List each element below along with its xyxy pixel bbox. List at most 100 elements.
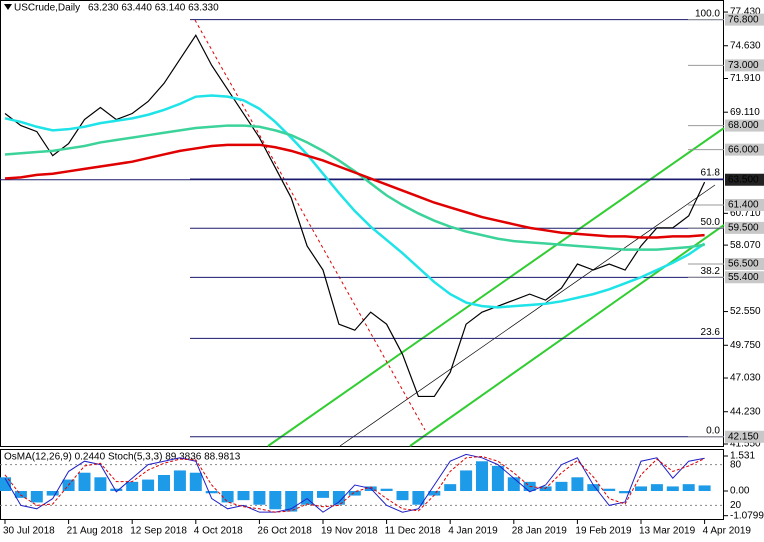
osma-bar bbox=[650, 484, 663, 491]
osma-bar bbox=[555, 481, 568, 491]
x-tick-label: 11 Dec 2018 bbox=[385, 526, 441, 537]
osma-bar bbox=[444, 484, 457, 491]
y-tick-label: 41.550 bbox=[730, 439, 761, 450]
x-tick-label: 19 Feb 2019 bbox=[575, 526, 632, 537]
osma-bar bbox=[348, 490, 361, 496]
level-label: 76.800 bbox=[728, 14, 759, 25]
osma-bar bbox=[619, 490, 632, 494]
y-tick-label: 1.531 bbox=[730, 451, 755, 462]
oscillator-panel bbox=[0, 449, 724, 520]
level-label: 61.400 bbox=[728, 200, 759, 211]
osma-bar bbox=[78, 472, 91, 491]
x-tick-label: 28 Jan 2019 bbox=[512, 526, 567, 537]
level-label: 55.400 bbox=[728, 272, 759, 283]
osma-bar bbox=[476, 461, 488, 491]
y2-tick-label: 80 bbox=[730, 459, 742, 470]
level-box bbox=[725, 143, 764, 156]
fib-label: 61.8 bbox=[701, 168, 721, 179]
y-tick-label: 77.430 bbox=[730, 7, 761, 18]
osma-bar bbox=[507, 477, 520, 491]
osma-bar bbox=[269, 490, 282, 510]
x-tick-label: 30 Jul 2018 bbox=[3, 526, 55, 537]
osma-bar bbox=[428, 490, 441, 496]
fib-label: 100.0 bbox=[695, 8, 720, 19]
osma-bar bbox=[412, 490, 425, 505]
osma-bar bbox=[126, 481, 139, 491]
level-box bbox=[725, 430, 764, 443]
level-box bbox=[725, 59, 764, 72]
series-line bbox=[4, 94, 706, 309]
level-box bbox=[725, 221, 764, 234]
level-box bbox=[725, 13, 764, 26]
y2-tick-label: 20 bbox=[730, 500, 742, 511]
level-label: 59.500 bbox=[728, 223, 759, 234]
series-line bbox=[4, 143, 705, 239]
x-tick-label: 26 Oct 2018 bbox=[257, 526, 312, 537]
y-tick-label: 74.630 bbox=[730, 40, 761, 51]
osma-bar bbox=[253, 490, 266, 505]
quote: 63.230 63.440 63.140 63.330 bbox=[88, 3, 219, 14]
osma-bar bbox=[332, 490, 345, 505]
y-tick-label: 49.750 bbox=[730, 340, 761, 351]
menu-icon bbox=[4, 4, 12, 10]
chart-title: USCrude,Daily bbox=[14, 3, 80, 14]
osma-bar bbox=[173, 470, 186, 491]
osma-bar bbox=[460, 470, 473, 491]
osma-bar bbox=[94, 477, 107, 491]
osma-bar bbox=[0, 477, 11, 491]
level-label: 56.500 bbox=[728, 259, 759, 270]
y-tick-label: 71.910 bbox=[730, 73, 761, 84]
osma-bar bbox=[666, 486, 679, 491]
level-box bbox=[725, 119, 764, 132]
y-tick-label: 52.550 bbox=[730, 306, 761, 317]
osma-bar bbox=[221, 490, 234, 503]
level-label: 63.500 bbox=[728, 174, 759, 185]
osma-bar bbox=[158, 475, 170, 491]
osma-bar bbox=[110, 488, 123, 491]
y-tick-label: 44.230 bbox=[730, 406, 761, 417]
x-tick-label: 19 Nov 2018 bbox=[321, 526, 378, 537]
osma-bar bbox=[317, 490, 329, 498]
x-tick-label: 4 Oct 2018 bbox=[194, 526, 243, 537]
y-tick-label: 0.00 bbox=[730, 486, 750, 497]
level-label: 73.000 bbox=[728, 60, 759, 71]
osma-bar bbox=[142, 479, 155, 491]
oscillator-title: OsMA(12,26,9) 0.2440 Stoch(5,3,3) 89.383… bbox=[4, 452, 241, 463]
level-box bbox=[725, 258, 764, 271]
x-tick-label: 4 Apr 2019 bbox=[703, 526, 752, 537]
osma-bar bbox=[396, 490, 409, 501]
level-label: 66.000 bbox=[728, 144, 759, 155]
osma-bar bbox=[491, 465, 504, 491]
fib-label: 50.0 bbox=[701, 217, 721, 228]
osma-bar bbox=[571, 477, 584, 491]
level-label: 42.150 bbox=[728, 431, 759, 442]
y-tick-label: 47.030 bbox=[730, 373, 761, 384]
osma-bar bbox=[603, 488, 616, 491]
fib-label: 38.2 bbox=[701, 266, 721, 277]
osma-bar bbox=[698, 485, 711, 491]
series-line bbox=[4, 453, 705, 513]
osma-bar bbox=[635, 486, 647, 491]
series-line bbox=[4, 455, 705, 513]
level-box bbox=[725, 173, 764, 186]
level-box bbox=[725, 271, 764, 284]
osma-bar bbox=[237, 490, 250, 501]
y-tick-label: 58.070 bbox=[730, 240, 761, 251]
fib-label: 23.6 bbox=[701, 327, 721, 338]
osma-bar bbox=[205, 490, 218, 494]
x-tick-label: 12 Sep 2018 bbox=[130, 526, 187, 537]
osma-bar bbox=[587, 484, 600, 491]
x-tick-label: 4 Jan 2019 bbox=[448, 526, 498, 537]
fib-label: 0.0 bbox=[706, 425, 720, 436]
channel-line bbox=[409, 224, 725, 447]
osma-bar bbox=[380, 488, 393, 491]
y-tick-label: 60.710 bbox=[730, 208, 761, 219]
series-line bbox=[4, 34, 706, 398]
y-tick-label: 69.110 bbox=[730, 107, 760, 118]
level-box bbox=[725, 199, 764, 212]
y-tick-label: -1.07992 bbox=[730, 510, 764, 521]
fib-trend-line bbox=[194, 19, 426, 431]
channel-line bbox=[267, 127, 725, 447]
price-panel bbox=[0, 0, 724, 447]
